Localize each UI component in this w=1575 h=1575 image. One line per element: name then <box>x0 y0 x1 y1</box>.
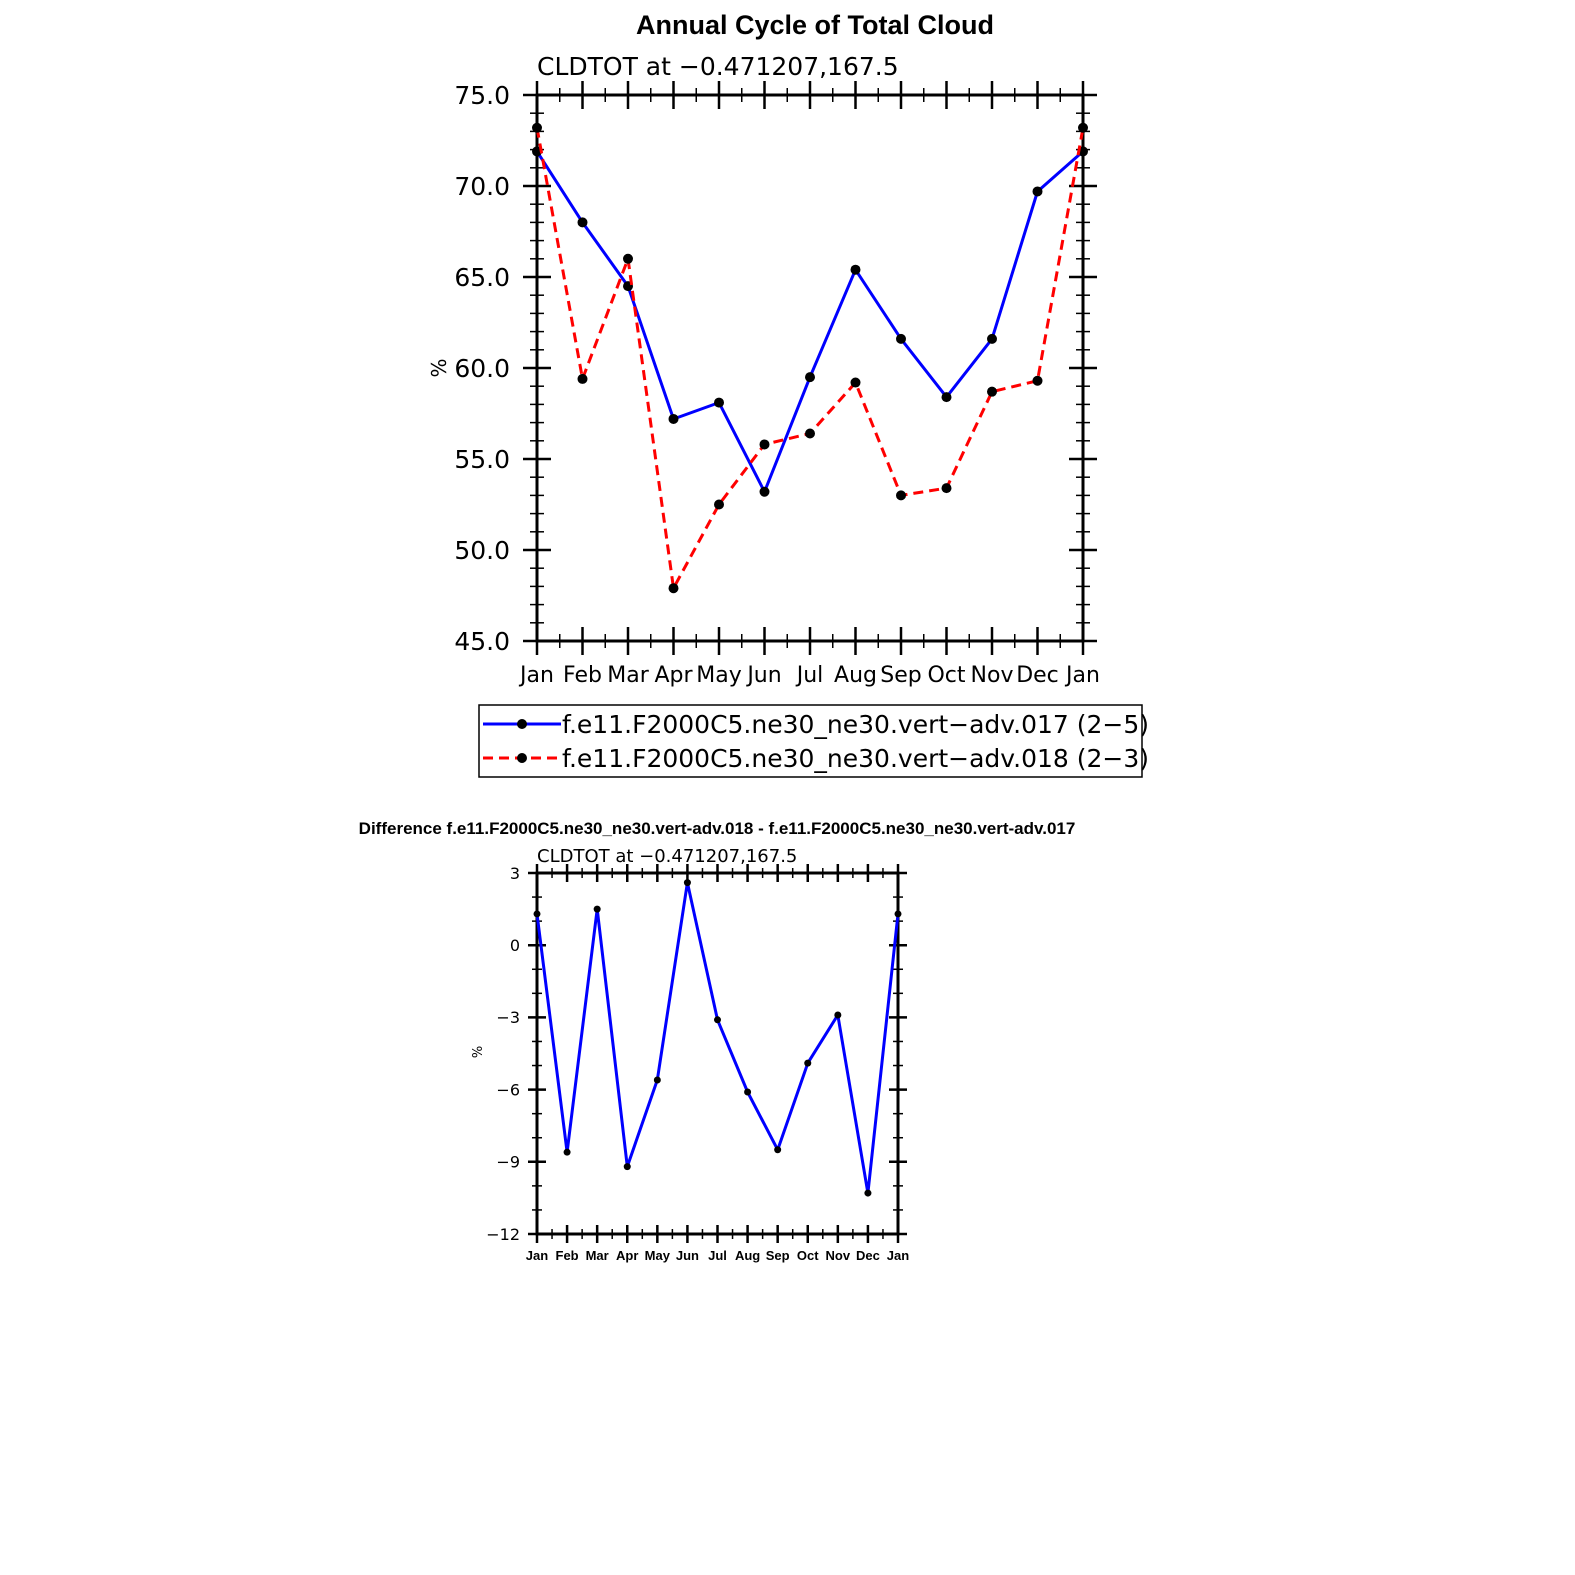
difference-chart: Difference f.e11.F2000C5.ne30_ne30.vert-… <box>359 819 1076 1263</box>
chart-subtitle: CLDTOT at −0.471207,167.5 <box>537 52 899 81</box>
legend-box <box>478 704 1143 778</box>
data-point <box>593 905 601 913</box>
x-tick-label: Sep <box>880 663 921 688</box>
difference-chart-title: Difference f.e11.F2000C5.ne30_ne30.vert-… <box>359 819 1076 838</box>
data-point <box>987 386 997 397</box>
data-point <box>805 428 815 439</box>
data-point <box>805 372 815 383</box>
plot-series <box>532 122 1088 594</box>
difference-plot-series <box>533 879 902 1197</box>
annual-cycle-chart: Annual Cycle of Total Cloud CLDTOT at −0… <box>427 10 1149 778</box>
axis-ticks: Jan Feb Mar Apr May Jun Jul Aug Sep Oct Nov Dec Jan4… <box>454 81 1100 688</box>
data-point <box>941 392 952 403</box>
data-point <box>532 122 542 133</box>
data-point <box>987 333 997 344</box>
x-tick-label: Jan <box>526 1248 548 1263</box>
x-tick-label: Jan <box>887 1248 909 1263</box>
data-point <box>834 1011 842 1019</box>
data-point <box>577 373 588 384</box>
x-tick-label: Apr <box>616 1248 638 1263</box>
data-point <box>1032 375 1043 386</box>
x-tick-label: Aug <box>735 1248 760 1263</box>
chart-title: Annual Cycle of Total Cloud <box>636 10 994 40</box>
y-tick-label: 75.0 <box>454 81 510 110</box>
series-line-0 <box>535 150 1084 494</box>
x-tick-label: Dec <box>1016 663 1059 688</box>
legend: f.e11.F2000C5.ne30_ne30.vert−adv.017 (2−… <box>478 704 1149 778</box>
legend-label-018: f.e11.F2000C5.ne30_ne30.vert−adv.018 (2−… <box>562 744 1149 773</box>
y-tick-label: 45.0 <box>454 627 510 656</box>
data-point <box>1032 186 1043 197</box>
x-tick-label: Aug <box>834 663 877 688</box>
y-tick-label: 65.0 <box>454 263 510 292</box>
data-point <box>850 264 861 275</box>
x-tick-label: Oct <box>927 663 965 688</box>
y-tick-label: 0 <box>510 936 520 955</box>
x-tick-label: May <box>645 1248 671 1263</box>
data-point <box>668 413 679 424</box>
legend-marker-018 <box>517 753 527 763</box>
data-point <box>714 397 724 408</box>
data-point <box>894 910 902 918</box>
data-point <box>759 439 770 450</box>
y-tick-label: 3 <box>510 864 520 883</box>
data-point <box>563 1148 571 1156</box>
legend-marker-017 <box>517 719 527 729</box>
legend-label-017: f.e11.F2000C5.ne30_ne30.vert−adv.017 (2−… <box>562 710 1149 739</box>
data-point <box>714 1016 721 1024</box>
data-point <box>577 217 588 228</box>
data-point <box>714 499 724 510</box>
x-tick-label: Jan <box>518 663 554 688</box>
x-tick-label: Mar <box>607 663 649 688</box>
data-point <box>941 483 952 494</box>
data-point <box>759 486 770 497</box>
data-point <box>683 879 691 887</box>
data-point <box>623 253 633 264</box>
x-tick-label: Feb <box>556 1248 579 1263</box>
x-tick-label: Nov <box>971 663 1014 688</box>
y-tick-label: −3 <box>496 1008 520 1027</box>
y-tick-label: −6 <box>496 1080 520 1099</box>
y-tick-label: −9 <box>496 1153 520 1172</box>
y-axis-label: % <box>427 358 451 377</box>
data-point <box>896 490 906 501</box>
x-tick-label: Feb <box>563 663 602 688</box>
data-point <box>864 1189 872 1197</box>
x-tick-label: May <box>696 663 741 688</box>
x-tick-label: Sep <box>766 1248 790 1263</box>
y-tick-label: 55.0 <box>454 445 510 474</box>
x-tick-label: Apr <box>654 663 693 688</box>
data-point <box>623 1163 631 1171</box>
data-point <box>804 1059 812 1067</box>
data-point <box>653 1076 661 1084</box>
data-point <box>668 583 679 594</box>
y-tick-label: −12 <box>486 1225 520 1244</box>
x-tick-label: Oct <box>797 1248 819 1263</box>
x-tick-label: Dec <box>856 1248 880 1263</box>
x-tick-label: Mar <box>586 1248 609 1263</box>
data-point <box>1078 122 1088 133</box>
y-tick-label: 50.0 <box>454 536 510 565</box>
difference-y-axis-label: % <box>471 1046 486 1058</box>
plot-frame <box>535 93 1085 643</box>
x-tick-label: Jul <box>795 663 824 688</box>
series-line-1 <box>535 127 1085 590</box>
series-line-0 <box>535 881 900 1195</box>
x-tick-label: Jul <box>708 1248 727 1263</box>
data-point <box>896 333 906 344</box>
x-tick-label: Jun <box>745 663 781 688</box>
x-tick-label: Jan <box>1064 663 1100 688</box>
x-tick-label: Nov <box>826 1248 851 1263</box>
data-point <box>744 1088 752 1096</box>
data-point <box>850 377 861 388</box>
y-tick-label: 70.0 <box>454 172 510 201</box>
difference-chart-subtitle: CLDTOT at −0.471207,167.5 <box>537 846 797 867</box>
data-point <box>774 1146 782 1154</box>
data-point <box>533 910 541 918</box>
y-tick-label: 60.0 <box>454 354 510 383</box>
x-tick-label: Jun <box>676 1248 699 1263</box>
difference-axis-ticks: Jan Feb Mar Apr May Jun Jul Aug Sep Oct Nov Dec Jan−… <box>486 864 909 1263</box>
